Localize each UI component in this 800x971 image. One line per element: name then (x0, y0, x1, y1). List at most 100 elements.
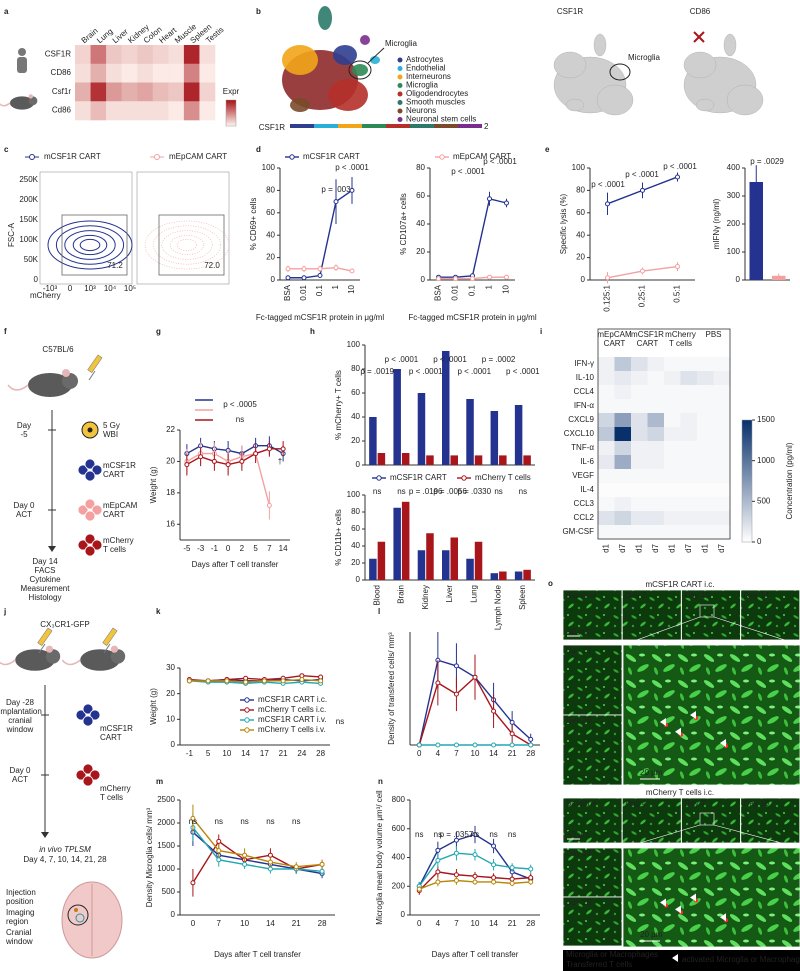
heatmap-cell (680, 427, 698, 442)
annotation: p = .0002 (482, 355, 516, 364)
annotation: p = .0330 (457, 487, 491, 496)
x-tick-label: -3 (197, 544, 205, 553)
endpoint-label: in vivo TPLSM (39, 845, 91, 854)
data-point (453, 663, 459, 669)
y-tick-label: 20 (416, 247, 425, 256)
micrograph (562, 797, 623, 844)
heatmap-cell (598, 399, 615, 414)
heatmap-cell (90, 63, 107, 83)
series-line (288, 189, 353, 279)
feature-title: CSF1R (557, 7, 583, 16)
x-tick-label: 28 (526, 749, 535, 758)
y-tick-label: 60 (416, 191, 425, 200)
mouse-body (28, 373, 72, 397)
data-point (509, 719, 515, 725)
heatmap-cell (631, 427, 648, 442)
x-tick-label: -1 (186, 749, 194, 758)
heatmap-cell (614, 455, 632, 470)
data-point (453, 691, 459, 697)
heatmap-cell (614, 385, 632, 400)
microglia-highlight (609, 63, 631, 81)
heatmap-cell (121, 101, 138, 121)
heatmap-cell (697, 455, 714, 470)
human-icon (17, 57, 27, 73)
legend-marker (244, 727, 250, 733)
heatmap-cell (631, 371, 648, 386)
cell-icon (89, 709, 101, 721)
annotation: p < .0001 (506, 367, 540, 376)
human-icon (18, 48, 26, 56)
heatmap-cell (598, 469, 615, 484)
y-tick-label: 20 (266, 253, 275, 262)
x-tick-label: 21 (508, 749, 517, 758)
legend-label: Neurons (406, 106, 436, 115)
heatmap-cell (152, 101, 169, 121)
bar (377, 541, 386, 580)
legend-dot (397, 108, 403, 114)
colorbar-label: Concentration (pg/ml) (785, 442, 794, 519)
bar (499, 455, 507, 465)
cell-icon (84, 545, 96, 557)
x-tick-label: 10⁴ (104, 284, 117, 293)
bar (523, 569, 531, 580)
row-label: CXCL10 (564, 429, 595, 438)
heatmap-cell (631, 483, 648, 498)
heatmap-cell (90, 101, 107, 121)
arrowhead (660, 898, 666, 907)
legend-dot (397, 74, 403, 80)
data-point (301, 266, 307, 272)
legend-label: Oligodendrocytes (406, 89, 468, 98)
timeline-day: ACT (16, 510, 32, 519)
annotation: ns (434, 830, 442, 839)
heatmap-cell (598, 525, 615, 540)
heatmap-cell (664, 385, 681, 400)
heatmap-cell (631, 511, 648, 526)
row-label: IFN-γ (574, 359, 594, 368)
heatmap-cell (631, 455, 648, 470)
data-point (267, 852, 273, 858)
row-label: CD86 (51, 68, 72, 77)
data-point (266, 502, 272, 508)
data-point (285, 266, 291, 272)
panel-label: m (156, 777, 163, 786)
expression-bar (338, 124, 362, 128)
bar (450, 455, 458, 465)
heatmap-cell (664, 357, 681, 372)
flow-contour (55, 225, 125, 265)
panel-label: k (156, 607, 161, 616)
data-point (242, 852, 248, 858)
heatmap-cell (647, 371, 665, 386)
heatmap-cell (199, 101, 216, 121)
zoom-lines (622, 824, 800, 849)
y-tick-label: 60 (351, 524, 360, 533)
y-tick-label: 0 (356, 460, 361, 469)
mouse-body (9, 96, 35, 110)
data-point (299, 677, 305, 683)
y-tick-label: 600 (392, 824, 406, 833)
heatmap-cell (697, 497, 714, 512)
heatmap-cell (90, 45, 107, 65)
legend-marker (154, 154, 160, 160)
strain-label: C57BL/6 (42, 345, 74, 354)
legend-label: mCherry T cells i.c. (258, 705, 326, 714)
cell-icon (84, 533, 96, 545)
column-label: d1 (601, 543, 610, 552)
needle (103, 643, 111, 654)
arrowhead (660, 718, 666, 726)
bar (401, 501, 410, 580)
zoom-micrograph (622, 847, 800, 948)
data-point (472, 742, 478, 748)
scale-bar-label: 20 µm (640, 930, 663, 939)
zoom-lines (622, 616, 800, 646)
annotation: p < .0001 (335, 163, 369, 172)
heatmap-cell (680, 455, 698, 470)
zoom-box (699, 604, 715, 618)
heatmap-cell (614, 371, 632, 386)
brain-label: region (6, 917, 28, 926)
data-point (211, 458, 217, 464)
step-label: mCherry (103, 536, 134, 545)
needle (88, 370, 96, 381)
heatmap-cell (137, 82, 154, 102)
x-axis-label: Days after T cell transfer (432, 950, 519, 959)
